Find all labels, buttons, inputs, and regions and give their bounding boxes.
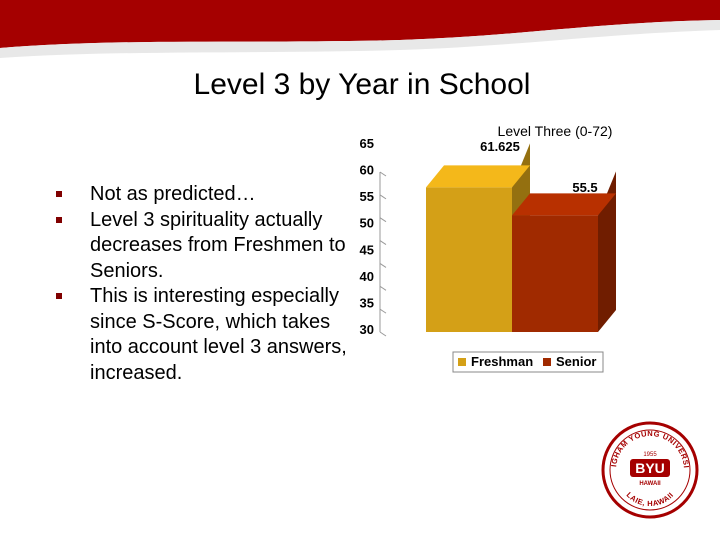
y-tick-mark xyxy=(379,194,387,200)
bar-chart: Level Three (0-72) 30 35 40 45 50 55 60 65 61.625… xyxy=(360,123,616,373)
bullet-text: Level 3 spirituality actually decreases … xyxy=(90,208,346,282)
legend-label: Freshman xyxy=(471,354,533,369)
chart-title: Level Three (0-72) xyxy=(498,123,613,139)
slide-title: Level 3 by Year in School xyxy=(193,68,531,101)
svg-text:BYU: BYU xyxy=(635,460,665,476)
y-tick-label: 55 xyxy=(360,189,374,204)
y-tick-mark xyxy=(379,331,387,337)
y-tick-mark xyxy=(379,285,387,291)
bar-freshman xyxy=(426,187,512,332)
header-banner xyxy=(0,0,720,58)
square-bullet-icon xyxy=(56,293,62,299)
legend-swatch xyxy=(543,358,551,366)
y-tick-label: 30 xyxy=(360,322,374,337)
y-tick-label: 40 xyxy=(360,269,374,284)
bullet-item: This is interesting especially since S-S… xyxy=(56,284,356,386)
bullet-text: Not as predicted… xyxy=(90,183,256,205)
square-bullet-icon xyxy=(56,191,62,197)
y-tick-mark xyxy=(379,217,387,223)
y-tick-mark xyxy=(379,308,387,314)
bar-top xyxy=(426,165,530,188)
y-tick-label: 60 xyxy=(360,163,374,178)
bar-top xyxy=(512,193,616,216)
y-tick-label: 50 xyxy=(360,216,374,231)
y-tick-mark xyxy=(379,171,387,177)
legend-label: Senior xyxy=(556,354,596,369)
bar-senior xyxy=(512,215,598,332)
bar-side xyxy=(598,171,616,332)
bullet-item: Not as predicted… xyxy=(56,182,356,208)
legend-swatch xyxy=(458,358,466,366)
bullet-list: Not as predicted… Level 3 spirituality a… xyxy=(56,182,356,386)
bullet-item: Level 3 spirituality actually decreases … xyxy=(56,208,356,285)
bullet-text: This is interesting especially since S-S… xyxy=(90,285,347,384)
legend-box xyxy=(452,351,604,373)
data-label: 61.625 xyxy=(480,139,520,154)
square-bullet-icon xyxy=(56,216,62,223)
y-tick-mark xyxy=(379,240,387,245)
svg-text:1955: 1955 xyxy=(643,452,657,458)
y-tick-mark xyxy=(379,263,387,268)
byu-hawaii-seal: BRIGHAM YOUNG UNIVERSITY LAIE, HAWAII 19… xyxy=(600,420,699,519)
y-tick-label: 45 xyxy=(360,242,374,257)
svg-text:HAWAII: HAWAII xyxy=(639,481,661,487)
data-label: 55.5 xyxy=(572,180,597,195)
y-tick-label: 65 xyxy=(360,136,374,151)
y-tick-label: 35 xyxy=(360,295,374,310)
